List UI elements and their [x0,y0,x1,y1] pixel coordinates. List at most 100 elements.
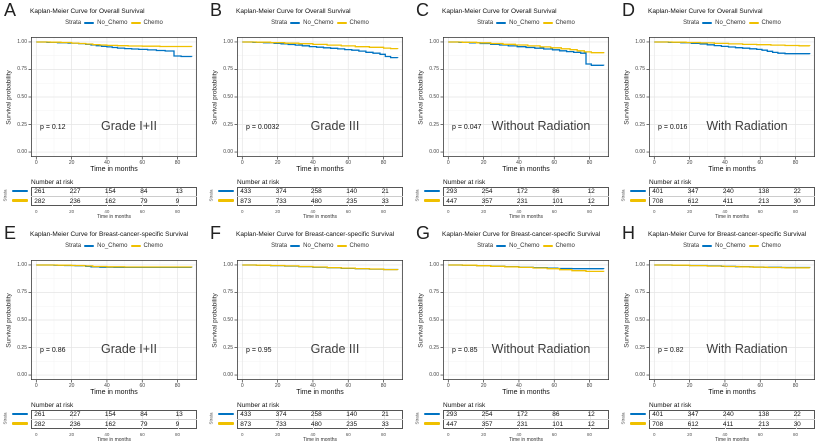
risk-count-chemo: 480 [310,197,322,205]
km-panel-h: H Kaplan-Meier Curve for Breast-cancer-s… [618,223,824,446]
risk-count-chemo: 12 [587,197,595,205]
km-panel-e: E Kaplan-Meier Curve for Breast-cancer-s… [0,223,206,446]
y-tick-label: 0.50 [429,94,439,100]
y-tick-label: 0.25 [429,121,439,128]
legend: Strata No_Chemo Chemo [237,20,403,26]
km-curve-no-chemo [448,41,605,66]
risk-count-no-chemo: 347 [687,188,699,196]
km-plot [440,37,609,160]
legend-title: Strata [683,19,700,26]
gridlines [31,260,197,380]
risk-count-chemo: 33 [381,420,389,428]
risk-table-row-separator [443,196,609,198]
axis-tick-marks [440,41,590,160]
no-chemo-row-marker [630,189,646,193]
chemo-row-marker [424,198,440,202]
risk-count-no-chemo: 13 [175,188,183,196]
risk-count-no-chemo: 140 [346,188,358,196]
x-tick-label: 0 [240,159,244,166]
risk-count-no-chemo: 22 [793,411,801,419]
risk-count-no-chemo: 347 [687,411,699,419]
risk-table-row-separator [237,196,403,198]
risk-count-no-chemo: 374 [275,188,287,196]
legend-title: Strata [65,19,82,26]
legend-item-no-chemo: No_Chemo [97,242,128,249]
chemo-line-swatch [130,244,141,247]
x-axis-label: Time in months [708,388,756,396]
strata-axis-label: Strata [414,189,420,202]
group-label: Without Radiation [491,119,591,133]
plot-border [31,37,197,157]
y-tick-label: 0.00 [223,372,233,379]
plot-border [443,260,609,380]
risk-count-chemo: 411 [722,197,734,205]
risk-x-tick-label: 40 [722,208,728,214]
legend-item-chemo: Chemo [349,242,369,249]
chemo-line-swatch [130,21,141,24]
km-curve-chemo [448,41,605,54]
x-axis-label: Time in months [502,165,550,173]
risk-count-chemo: 231 [516,420,528,428]
km-curve-no-chemo [654,41,811,55]
y-tick-label: 0.50 [635,317,645,323]
x-tick-label: 20 [274,382,281,389]
risk-count-no-chemo: 240 [722,411,734,419]
risk-count-chemo: 873 [240,197,252,205]
risk-x-tick-label: 40 [722,431,728,437]
x-tick-label: 40 [104,382,110,389]
risk-x-tick-label: 80 [793,431,799,437]
x-tick-label: 60 [345,382,352,389]
risk-count-no-chemo: 172 [516,411,528,419]
risk-count-no-chemo: 293 [446,188,458,196]
x-tick-label: 0 [652,159,656,166]
strata-axis-label: Strata [620,189,626,202]
risk-count-chemo: 612 [687,420,699,428]
km-panel-d: D Kaplan-Meier Curve for Overall Surviva… [618,0,824,223]
gridlines [237,37,403,157]
risk-count-chemo: 236 [69,420,81,428]
group-label: With Radiation [706,119,788,133]
no-chemo-line-swatch [290,244,301,247]
panel-letter: D [622,0,635,20]
risk-count-chemo: 9 [175,420,180,428]
x-tick-label: 20 [68,159,75,166]
x-axis-label: Time in months [90,388,138,396]
y-tick-label: 0.75 [635,289,645,296]
panel-letter: C [416,0,429,20]
risk-table-row-separator [649,196,815,198]
risk-count-chemo: 12 [587,420,595,428]
km-panel-f: F Kaplan-Meier Curve for Breast-cancer-s… [206,223,412,446]
y-tick-label: 0.25 [223,121,233,128]
km-plot [646,260,815,383]
km-curve-no-chemo [36,41,193,58]
x-axis-label: Time in months [502,388,550,396]
risk-count-no-chemo: 254 [481,411,493,419]
risk-count-no-chemo: 22 [793,188,801,196]
y-tick-label: 1.00 [429,261,439,268]
y-tick-label: 0.25 [635,344,645,351]
risk-x-tick-label: 20 [481,208,487,214]
panel-title: Kaplan-Meier Curve for Overall Survival [236,8,351,15]
y-tick-label: 0.25 [635,121,645,128]
no-chemo-line-swatch [290,21,301,24]
risk-x-tick-label: 80 [587,431,593,437]
risk-x-tick-label: 80 [175,431,181,437]
risk-x-axis-label: Time in months [715,437,749,443]
panel-letter: G [416,223,431,243]
axis-tick-marks [234,41,384,160]
risk-count-no-chemo: 138 [758,411,770,419]
risk-count-no-chemo: 293 [446,411,458,419]
chemo-row-marker [218,198,234,202]
gridlines [649,37,815,157]
panel-title: Kaplan-Meier Curve for Overall Survival [30,8,145,15]
risk-x-tick-label: 0 [653,431,656,437]
y-tick-label: 0.50 [223,94,233,100]
x-tick-label: 60 [757,382,764,389]
no-chemo-line-swatch [496,21,507,24]
strata-axis-label: Strata [208,189,214,202]
km-panel-g: G Kaplan-Meier Curve for Breast-cancer-s… [412,223,618,446]
risk-count-chemo: 79 [140,197,148,205]
risk-count-chemo: 236 [69,197,81,205]
x-tick-label: 20 [686,159,693,166]
km-curve-chemo [448,264,605,273]
